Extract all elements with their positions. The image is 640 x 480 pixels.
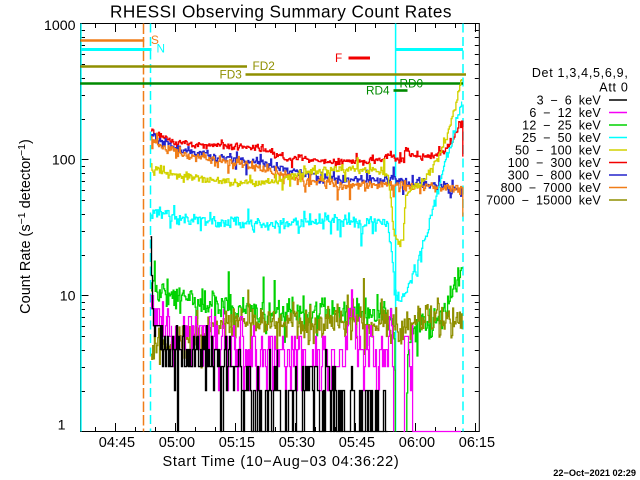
svg-text:800 − 7000 keV: 800 − 7000 keV — [501, 181, 602, 195]
svg-text:05:45: 05:45 — [339, 435, 375, 451]
svg-text:100: 100 — [52, 153, 76, 169]
svg-text:10: 10 — [60, 289, 76, 305]
svg-text:100 − 300 keV: 100 − 300 keV — [508, 156, 602, 170]
svg-text:05:15: 05:15 — [219, 435, 255, 451]
svg-text:25 − 50 keV: 25 − 50 keV — [522, 131, 601, 145]
svg-text:6 − 12 keV: 6 − 12 keV — [529, 106, 601, 120]
svg-text:Det 1,3,4,5,6,9,: Det 1,3,4,5,6,9, — [532, 66, 629, 80]
svg-text:7000 − 15000 keV: 7000 − 15000 keV — [486, 194, 601, 208]
svg-text:N: N — [157, 42, 166, 56]
svg-text:04:45: 04:45 — [99, 435, 135, 451]
svg-text:3 − 6 keV: 3 − 6 keV — [537, 94, 602, 108]
svg-text:Att 0: Att 0 — [599, 81, 628, 95]
svg-text:300 − 800 keV: 300 − 800 keV — [508, 169, 602, 183]
svg-text:1000: 1000 — [44, 18, 76, 34]
svg-text:Count Rate (s−1 detector−1): Count Rate (s−1 detector−1) — [16, 139, 34, 314]
svg-text:1: 1 — [58, 418, 66, 434]
svg-text:05:00: 05:00 — [159, 435, 195, 451]
svg-text:12 − 25 keV: 12 − 25 keV — [522, 119, 601, 133]
svg-text:06:00: 06:00 — [399, 435, 435, 451]
svg-text:FD3: FD3 — [220, 68, 243, 82]
svg-text:22−Oct−2021 02:29: 22−Oct−2021 02:29 — [553, 468, 636, 478]
svg-text:05:30: 05:30 — [279, 435, 315, 451]
svg-text:S: S — [151, 33, 159, 47]
svg-text:06:15: 06:15 — [459, 435, 495, 451]
svg-text:FD2: FD2 — [253, 59, 275, 73]
svg-text:F: F — [335, 51, 342, 65]
svg-text:RHESSI Observing Summary Count: RHESSI Observing Summary Count Rates — [110, 2, 452, 22]
svg-text:RD4: RD4 — [366, 84, 390, 98]
svg-text:50 − 100 keV: 50 − 100 keV — [515, 144, 601, 158]
svg-text:Start Time (10−Aug−03 04:36:22: Start Time (10−Aug−03 04:36:22) — [163, 454, 400, 470]
svg-text:RD0: RD0 — [400, 77, 424, 91]
